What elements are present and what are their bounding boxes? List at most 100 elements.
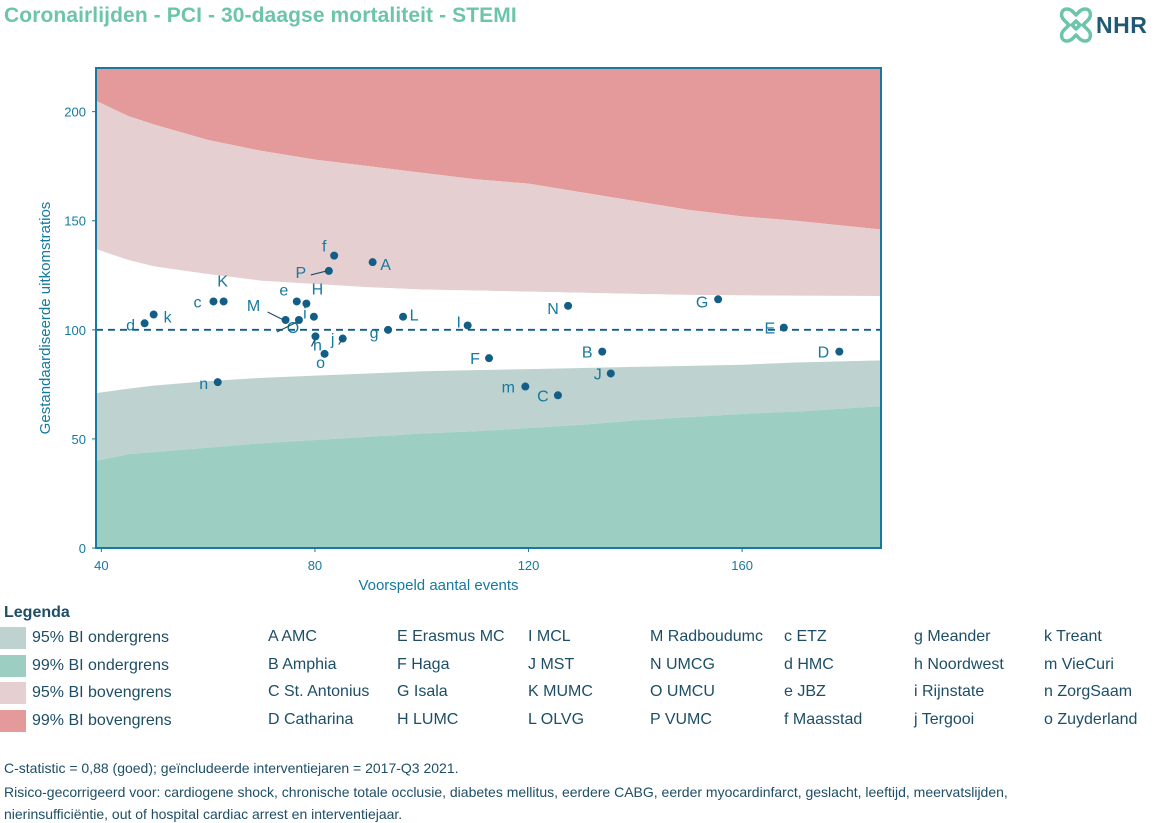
point-label-B: B	[582, 345, 593, 362]
point-F	[485, 354, 494, 363]
legend-band-0: 95% BI ondergrens	[0, 627, 169, 649]
point-k	[149, 310, 158, 319]
legend-hospital: n ZorgSaam	[1044, 683, 1133, 701]
legend-swatch	[0, 682, 26, 705]
x-tick-label-80: 80	[308, 558, 322, 573]
point-label-c: c	[193, 294, 201, 311]
page-title: Coronairlijden - PCI - 30-daagse mortali…	[4, 4, 517, 27]
legend-hospital: i Rijnstate	[914, 683, 985, 701]
leader-h	[310, 338, 317, 347]
point-label-m: m	[502, 380, 515, 397]
point-L	[399, 312, 408, 321]
point-A	[368, 258, 377, 267]
point-n	[213, 378, 222, 387]
plot-frame	[95, 67, 882, 549]
confidence-bands	[96, 68, 881, 548]
point-G	[714, 295, 723, 304]
point-label-n: n	[199, 376, 208, 393]
legend-hospital: B Amphia	[268, 655, 337, 673]
band-center	[96, 249, 881, 394]
legend-hospital: j Tergooi	[914, 711, 975, 729]
legend-hospital: H LUMC	[397, 711, 459, 729]
nhr-logo: NHR	[1058, 6, 1158, 46]
legend-band-label: 99% BI bovengrens	[32, 712, 172, 730]
legend-hospital: k Treant	[1044, 628, 1102, 645]
legend-swatch	[0, 710, 26, 733]
point-label-C: C	[537, 388, 549, 405]
x-tick-label-40: 40	[94, 558, 108, 573]
label-leaders	[267, 270, 344, 347]
footer-cstatistic: C-statistic = 0,88 (goed); geïncludeerde…	[4, 760, 459, 776]
point-H	[302, 299, 311, 308]
leader-P	[310, 270, 327, 276]
band-lower-99	[96, 406, 881, 548]
legend-band-label: 95% BI bovengrens	[32, 684, 172, 702]
funnel-chart: A B C D E F G H I J K L M N O Pc d e f g hi j k m n o 40 80 120 160 0…	[37, 67, 882, 594]
leader-M	[267, 311, 284, 321]
point-label-P: P	[295, 265, 306, 282]
point-D	[835, 347, 844, 356]
point-g	[384, 325, 393, 334]
legend-hospital: m VieCuri	[1044, 655, 1114, 673]
point-f	[330, 251, 339, 260]
point-I	[463, 321, 472, 330]
point-label-O: O	[287, 320, 299, 337]
point-C	[553, 391, 562, 400]
legend-hospital: h Noordwest	[914, 655, 1004, 673]
data-points: A B C D E F G H I J K L M N O Pc d e f g hi j k m n o	[126, 239, 844, 405]
legend-swatch	[0, 654, 26, 677]
legend-hospital: L OLVG	[528, 711, 585, 729]
point-label-i: i	[303, 306, 307, 323]
legend-hospital: f Maasstad	[784, 711, 863, 729]
band-upper-95	[96, 100, 881, 297]
point-J	[606, 369, 615, 378]
legend-hospital: K MUMC	[528, 683, 593, 701]
point-label-e: e	[279, 282, 288, 299]
legend-band-3: 99% BI bovengrens	[0, 710, 172, 733]
point-K	[219, 297, 228, 306]
point-label-A: A	[380, 257, 391, 274]
y-axis-title: Gestandaardiseerde uitkomstratios	[37, 202, 54, 435]
band-lower-95	[96, 360, 881, 461]
point-h	[311, 332, 320, 341]
point-label-g: g	[370, 325, 379, 342]
legend-hospital: g Meander	[914, 628, 991, 645]
point-i	[309, 312, 318, 321]
point-label-j: j	[330, 332, 335, 349]
point-label-L: L	[410, 308, 419, 325]
legend-hospital: C St. Antonius	[268, 683, 370, 701]
legend-hospital: E Erasmus MC	[397, 628, 505, 645]
x-axis-title: Voorspeld aantal events	[358, 577, 518, 594]
legend-hospital: o Zuyderland	[1044, 711, 1138, 729]
point-label-K: K	[217, 273, 228, 290]
legend-hospital: d HMC	[784, 655, 834, 673]
point-label-o: o	[316, 355, 325, 372]
point-label-G: G	[696, 294, 708, 311]
footer-risk-adjustment-cont: nierinsufficiëntie, out of hospital card…	[4, 806, 403, 822]
legend-hospital: G Isala	[397, 683, 448, 701]
legend-band-1: 99% BI ondergrens	[0, 654, 169, 677]
point-B	[598, 347, 607, 356]
band-upper-99	[96, 68, 881, 230]
point-label-N: N	[547, 301, 559, 318]
legend-hospital: N UMCG	[650, 655, 715, 673]
point-o	[320, 349, 329, 358]
legend-band-label: 95% BI ondergrens	[32, 629, 169, 646]
legend-hospital: I MCL	[528, 628, 571, 645]
y-tick-label-200: 200	[64, 105, 86, 120]
x-tick-label-160: 160	[731, 558, 753, 573]
point-d	[140, 319, 149, 328]
footer-risk-adjustment: Risico-gecorrigeerd voor: cardiogene sho…	[4, 784, 1008, 800]
point-e	[292, 297, 301, 306]
point-label-D: D	[818, 345, 830, 362]
point-m	[521, 382, 530, 391]
point-E	[779, 323, 788, 332]
legend-hospital: e JBZ	[784, 683, 826, 701]
point-label-f: f	[322, 239, 327, 256]
y-tick-label-0: 0	[79, 541, 86, 556]
legend-hospital: P VUMC	[650, 711, 712, 729]
leader-j	[338, 338, 344, 345]
point-c	[209, 297, 218, 306]
legend-hospital: M Radboudumc	[650, 628, 763, 645]
x-tick-label-120: 120	[518, 558, 540, 573]
